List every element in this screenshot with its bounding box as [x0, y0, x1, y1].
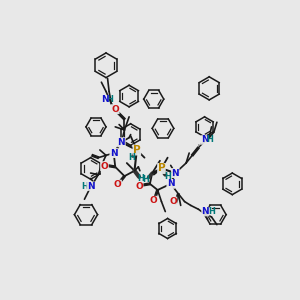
Text: O: O: [149, 196, 157, 205]
Text: P: P: [158, 164, 165, 173]
Text: N: N: [167, 179, 175, 188]
Text: N: N: [201, 136, 208, 145]
Text: O: O: [100, 162, 108, 171]
Text: H: H: [142, 175, 149, 184]
Text: N: N: [172, 169, 179, 178]
Text: H: H: [128, 153, 135, 162]
Text: N: N: [87, 182, 94, 191]
Text: P: P: [133, 145, 141, 155]
Text: H: H: [208, 207, 215, 216]
Text: O: O: [111, 105, 119, 114]
Text: O: O: [135, 182, 143, 191]
Text: N: N: [202, 207, 209, 216]
Text: H: H: [137, 174, 144, 183]
Text: O: O: [169, 197, 177, 206]
Text: H: H: [106, 95, 113, 104]
Text: H: H: [164, 172, 171, 181]
Text: N: N: [110, 148, 118, 158]
Text: H: H: [81, 182, 88, 191]
Text: N: N: [118, 138, 125, 147]
Text: O: O: [114, 180, 122, 189]
Text: H: H: [206, 136, 213, 145]
Text: N: N: [101, 95, 108, 104]
